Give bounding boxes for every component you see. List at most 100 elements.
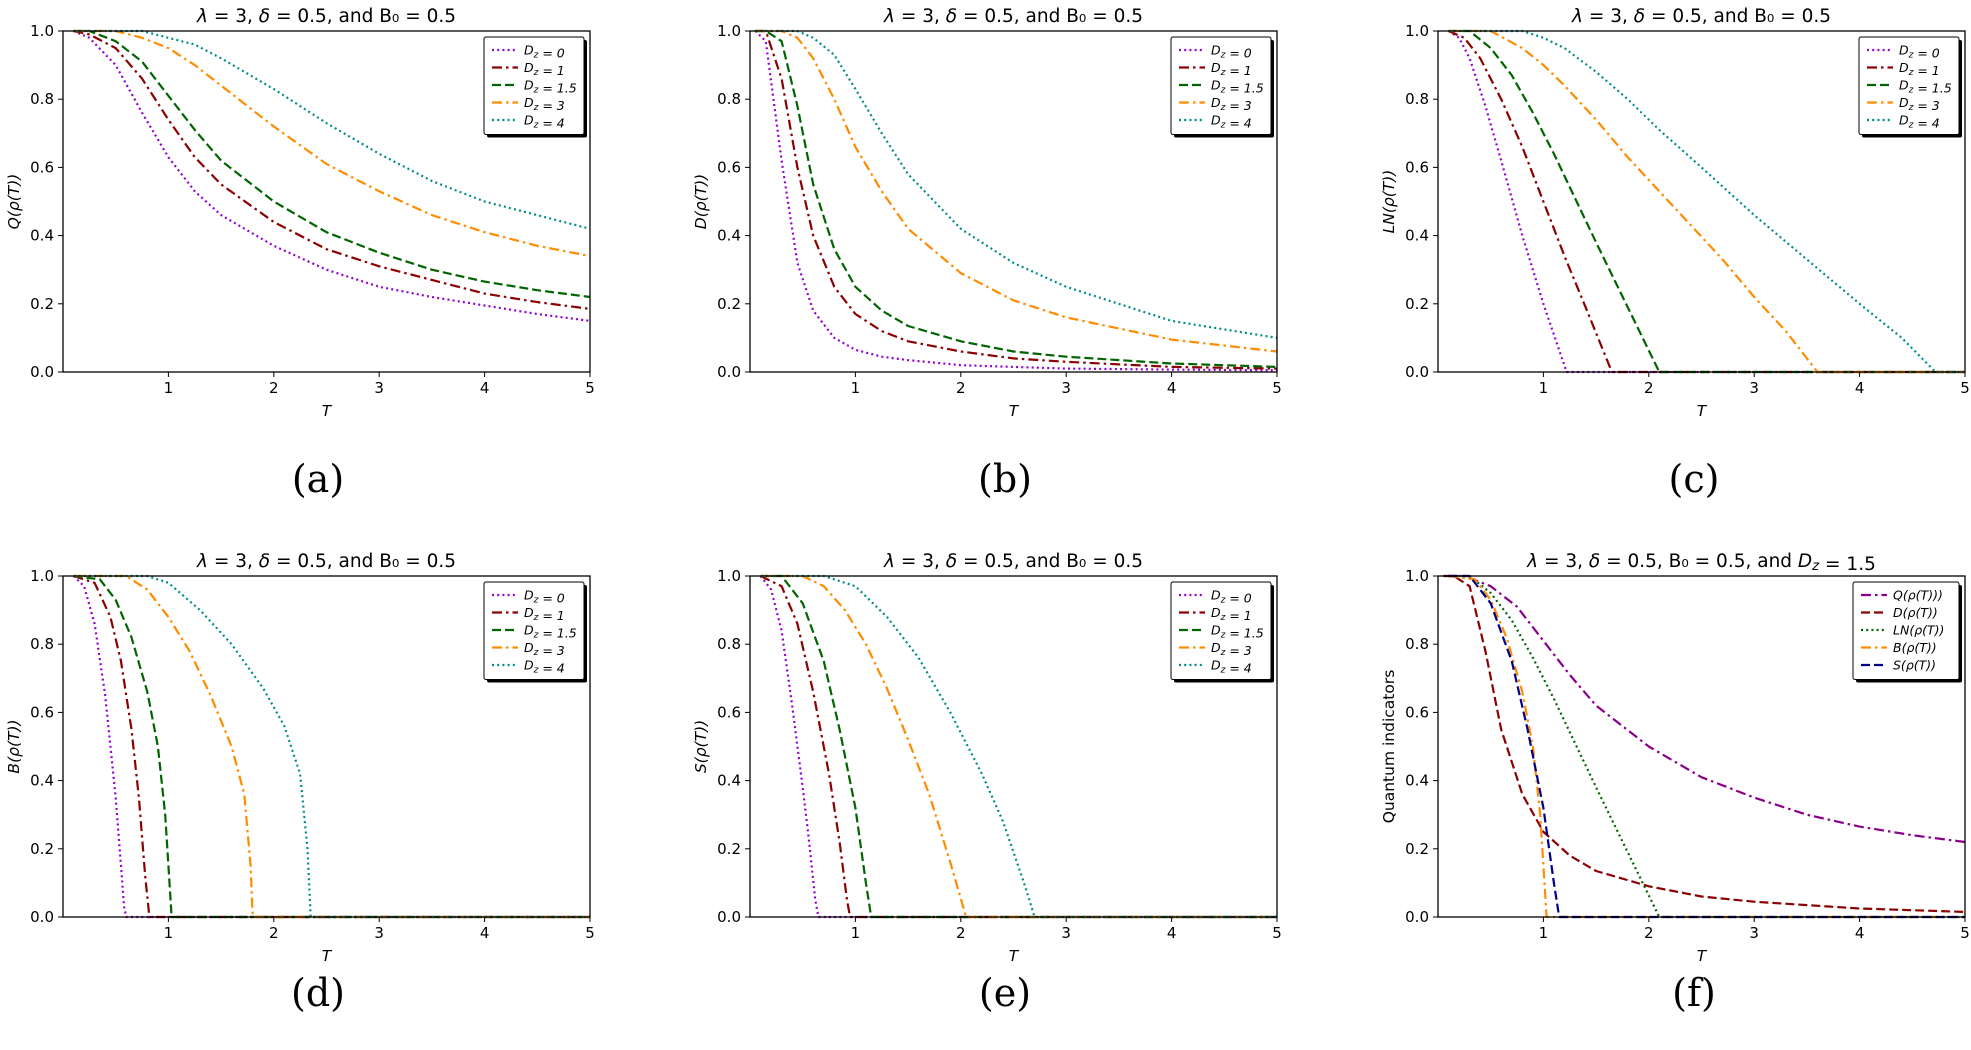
- legend-entry: D(ρ(T)): [1893, 605, 1938, 620]
- x-tick-label: 1: [851, 924, 861, 942]
- y-tick-label: 0.2: [1405, 840, 1429, 858]
- caption-b: (b): [978, 457, 1032, 501]
- y-tick-label: 1.0: [1405, 567, 1429, 585]
- axes-frame: [62, 575, 591, 918]
- y-axis-label: LN(ρ(T)): [1380, 170, 1398, 234]
- legend-entry: Dz = 1.5: [524, 623, 577, 641]
- legend-entry: Dz = 1: [1211, 60, 1252, 78]
- y-tick-label: 0.0: [717, 363, 741, 381]
- x-axis-label: T: [1009, 402, 1020, 420]
- legend-entry: S(ρ(T)): [1893, 658, 1936, 673]
- legend: Dz = 0Dz = 1Dz = 1.5Dz = 3Dz = 4: [1170, 581, 1274, 683]
- y-tick-label: 0.6: [1405, 158, 1429, 176]
- y-tick-label: 0.2: [717, 295, 741, 313]
- x-tick-label: 3: [1749, 924, 1759, 942]
- series-line-5: [73, 574, 590, 919]
- legend-entry: Dz = 3: [1899, 95, 1940, 113]
- y-axis-label: B(ρ(T)): [5, 719, 23, 773]
- chart-title: λ = 3, δ = 0.5, B₀ = 0.5, and Dz = 1.5: [1526, 551, 1876, 575]
- y-axis-label: S(ρ(T)): [692, 720, 710, 773]
- y-tick-label: 0.4: [1405, 772, 1429, 790]
- caption-f: (f): [1672, 971, 1716, 1015]
- legend-entry: Dz = 1.5: [1211, 623, 1264, 641]
- y-tick-label: 0.0: [1405, 908, 1429, 926]
- series-line-5: [1448, 574, 1965, 919]
- x-tick-label: 2: [1644, 924, 1654, 942]
- series-line-4: [73, 29, 591, 258]
- x-tick-label: 3: [374, 379, 384, 397]
- series-line-3: [755, 29, 1278, 368]
- series-line-3: [73, 574, 590, 919]
- series-line-2: [760, 575, 1277, 919]
- legend-entry: Dz = 4: [1899, 113, 1940, 131]
- series-line-5: [1448, 29, 1965, 374]
- series-line-5: [755, 29, 1278, 339]
- series-line-1: [754, 30, 1278, 372]
- legend-entry: Dz = 0: [1899, 43, 1940, 61]
- legend-box: [1170, 581, 1272, 680]
- y-tick-label: 0.6: [30, 158, 54, 176]
- chart-title: λ = 3, δ = 0.5, and B₀ = 0.5: [1571, 6, 1831, 27]
- series-line-1: [72, 575, 590, 919]
- y-tick-label: 0.0: [30, 363, 54, 381]
- y-ticks: 0.0 0.2 0.4 0.6 0.8 1.0: [1405, 567, 1438, 926]
- x-axis-label: T: [1009, 947, 1020, 965]
- x-tick-label: 2: [269, 924, 279, 942]
- legend-box: [1858, 36, 1960, 135]
- x-tick-label: 1: [164, 379, 174, 397]
- legend-entry: Dz = 1.5: [524, 78, 577, 96]
- y-tick-label: 0.2: [30, 295, 54, 313]
- x-tick-label: 2: [1644, 379, 1654, 397]
- legend-entry: Dz = 0: [1211, 43, 1252, 61]
- y-tick-label: 0.0: [717, 908, 741, 926]
- y-axis-label: Q(ρ(T)): [5, 174, 23, 230]
- y-tick-label: 1.0: [30, 22, 54, 40]
- y-tick-label: 0.4: [30, 227, 54, 245]
- legend-box: [483, 581, 585, 680]
- y-axis-label: D(ρ(T)): [692, 174, 710, 229]
- legend-entry: Dz = 4: [1211, 658, 1252, 676]
- legend-entry: Q(ρ(T))): [1893, 588, 1943, 603]
- plot-area: [73, 29, 591, 322]
- y-tick-label: 0.8: [30, 90, 54, 108]
- axes-frame: [62, 30, 591, 373]
- legend-box: [1852, 581, 1960, 680]
- y-tick-label: 0.6: [1405, 703, 1429, 721]
- x-tick-label: 4: [1167, 379, 1177, 397]
- y-tick-label: 0.6: [30, 703, 54, 721]
- x-ticks: 1 2 3 4 5: [1539, 917, 1970, 942]
- legend-entry: Dz = 0: [1211, 588, 1252, 606]
- x-tick-label: 2: [269, 379, 279, 397]
- plot-area: [1443, 574, 1966, 919]
- captions: (a) (b) (c) (d) (e) (f): [291, 457, 1719, 1015]
- chart-panel-2: 1 2 3 4 5 0.0 0.2 0.4 0.6 0.8 1.0 λ = 3, δ = 0.5, a…: [692, 6, 1282, 420]
- x-tick-label: 4: [480, 924, 490, 942]
- y-tick-label: 0.8: [717, 635, 741, 653]
- y-tick-label: 1.0: [717, 567, 741, 585]
- series-line-2: [755, 29, 1278, 370]
- legend-entry: Dz = 4: [1211, 113, 1252, 131]
- series-line-3: [760, 574, 1277, 919]
- x-tick-label: 3: [374, 924, 384, 942]
- legend-entry: LN(ρ(T)): [1893, 623, 1944, 638]
- legend-entry: Dz = 0: [524, 43, 565, 61]
- series-line-4: [760, 574, 1277, 919]
- x-axis-label: T: [322, 947, 333, 965]
- plot-area: [72, 574, 590, 919]
- x-tick-label: 3: [1749, 379, 1759, 397]
- legend-entry: Dz = 1: [1211, 605, 1252, 623]
- x-ticks: 1 2 3 4 5: [851, 372, 1282, 397]
- legend-entry: Dz = 1: [1899, 60, 1940, 78]
- legend-entry: Dz = 3: [524, 640, 565, 658]
- y-ticks: 0.0 0.2 0.4 0.6 0.8 1.0: [30, 22, 63, 381]
- legend-entry: Dz = 1.5: [1211, 78, 1264, 96]
- series-line-5: [760, 574, 1277, 919]
- axes-frame: [749, 575, 1278, 918]
- x-ticks: 1 2 3 4 5: [1539, 372, 1970, 397]
- x-ticks: 1 2 3 4 5: [164, 917, 595, 942]
- y-ticks: 0.0 0.2 0.4 0.6 0.8 1.0: [717, 567, 750, 926]
- series-line-1: [1448, 574, 1966, 844]
- series-line-4: [755, 29, 1278, 353]
- y-tick-label: 0.4: [30, 772, 54, 790]
- y-axis-label: Quantum indicators: [1380, 670, 1398, 824]
